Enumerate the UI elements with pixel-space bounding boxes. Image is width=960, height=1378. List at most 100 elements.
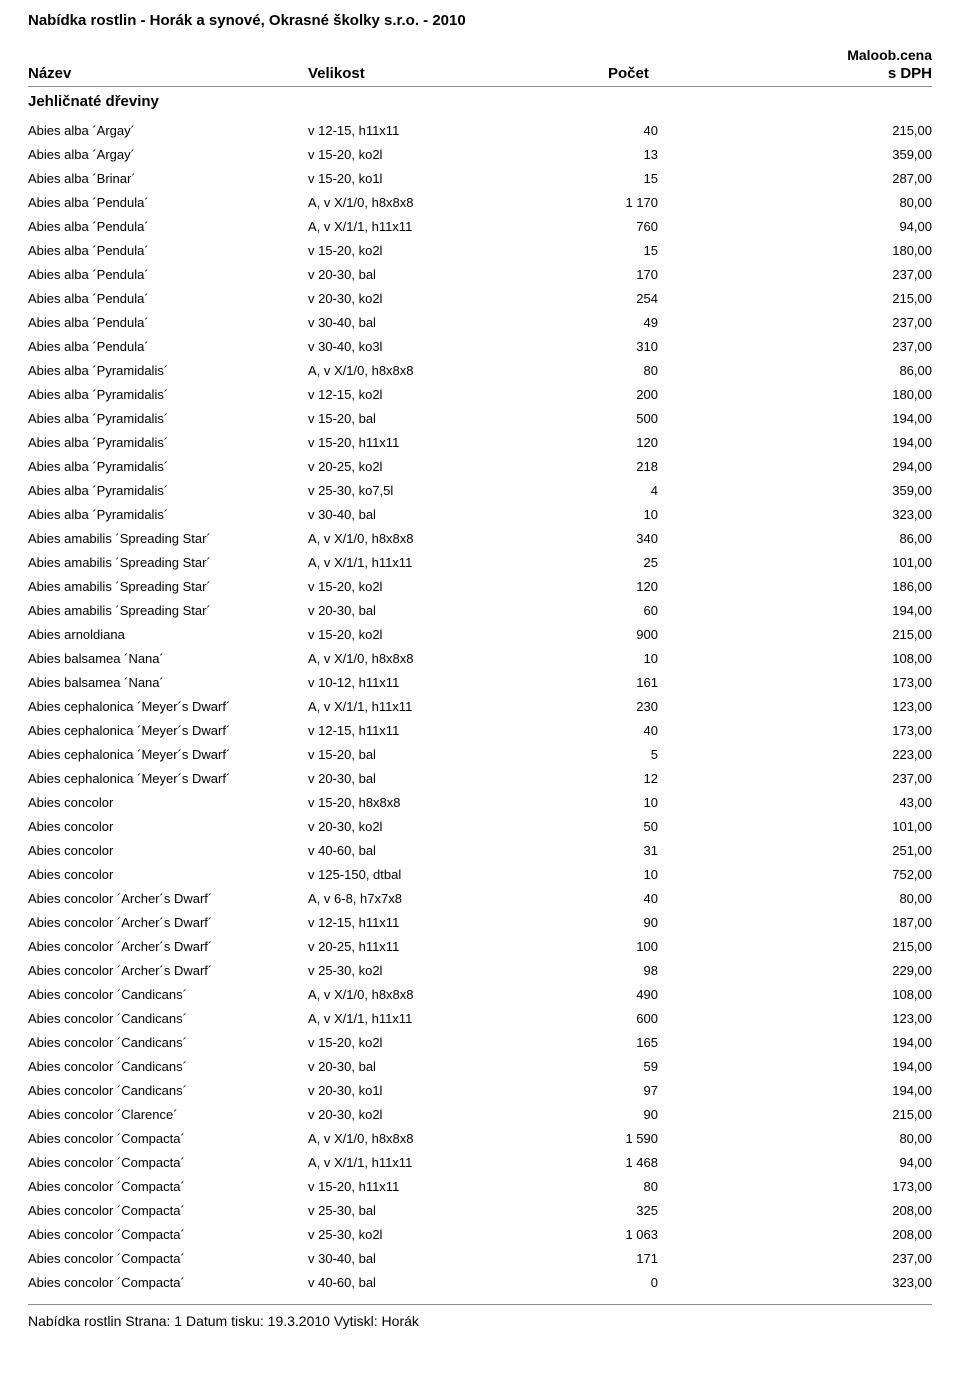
cell-name: Abies concolor ´Compacta´ bbox=[28, 1155, 308, 1170]
cell-size: v 20-30, ko2l bbox=[308, 819, 568, 834]
cell-size: v 15-20, h11x11 bbox=[308, 1179, 568, 1194]
price-group-label: Maloob.cena bbox=[28, 47, 932, 63]
cell-size: v 15-20, bal bbox=[308, 747, 568, 762]
cell-price: 215,00 bbox=[688, 627, 932, 642]
cell-price: 86,00 bbox=[688, 363, 932, 378]
cell-name: Abies cephalonica ´Meyer´s Dwarf´ bbox=[28, 699, 308, 714]
cell-size: v 25-30, ko2l bbox=[308, 1227, 568, 1242]
cell-name: Abies alba ´Pendula´ bbox=[28, 195, 308, 210]
cell-size: v 15-20, ko2l bbox=[308, 579, 568, 594]
cell-name: Abies cephalonica ´Meyer´s Dwarf´ bbox=[28, 747, 308, 762]
cell-price: 287,00 bbox=[688, 171, 932, 186]
cell-count: 5 bbox=[568, 747, 688, 762]
cell-size: v 20-30, ko1l bbox=[308, 1083, 568, 1098]
cell-count: 40 bbox=[568, 123, 688, 138]
cell-price: 237,00 bbox=[688, 315, 932, 330]
table-row: Abies concolorv 125-150, dtbal10752,00 bbox=[28, 862, 932, 886]
table-row: Abies cephalonica ´Meyer´s Dwarf´v 12-15… bbox=[28, 718, 932, 742]
cell-count: 0 bbox=[568, 1275, 688, 1290]
table-row: Abies concolor ´Compacta´v 40-60, bal032… bbox=[28, 1270, 932, 1294]
cell-name: Abies concolor ´Compacta´ bbox=[28, 1227, 308, 1242]
cell-price: 80,00 bbox=[688, 1131, 932, 1146]
cell-count: 600 bbox=[568, 1011, 688, 1026]
cell-count: 161 bbox=[568, 675, 688, 690]
cell-count: 254 bbox=[568, 291, 688, 306]
cell-price: 359,00 bbox=[688, 147, 932, 162]
table-row: Abies concolor ´Archer´s Dwarf´v 25-30, … bbox=[28, 958, 932, 982]
column-headers: Název Velikost Počet s DPH bbox=[28, 65, 932, 87]
col-header-count: Počet bbox=[608, 65, 758, 82]
cell-name: Abies concolor ´Candicans´ bbox=[28, 1083, 308, 1098]
cell-name: Abies concolor ´Candicans´ bbox=[28, 1059, 308, 1074]
cell-price: 359,00 bbox=[688, 483, 932, 498]
cell-name: Abies alba ´Argay´ bbox=[28, 147, 308, 162]
cell-price: 229,00 bbox=[688, 963, 932, 978]
cell-name: Abies concolor ´Compacta´ bbox=[28, 1251, 308, 1266]
cell-name: Abies alba ´Pendula´ bbox=[28, 219, 308, 234]
cell-price: 237,00 bbox=[688, 339, 932, 354]
table-row: Abies alba ´Pyramidalis´A, v X/1/0, h8x8… bbox=[28, 358, 932, 382]
cell-count: 310 bbox=[568, 339, 688, 354]
cell-count: 120 bbox=[568, 435, 688, 450]
cell-count: 170 bbox=[568, 267, 688, 282]
table-row: Abies alba ´Pendula´A, v X/1/1, h11x1176… bbox=[28, 214, 932, 238]
cell-name: Abies amabilis ´Spreading Star´ bbox=[28, 531, 308, 546]
cell-name: Abies amabilis ´Spreading Star´ bbox=[28, 603, 308, 618]
cell-name: Abies concolor ´Archer´s Dwarf´ bbox=[28, 963, 308, 978]
cell-size: A, v X/1/1, h11x11 bbox=[308, 555, 568, 570]
cell-size: v 20-30, bal bbox=[308, 603, 568, 618]
cell-price: 294,00 bbox=[688, 459, 932, 474]
cell-price: 43,00 bbox=[688, 795, 932, 810]
cell-name: Abies alba ´Pendula´ bbox=[28, 291, 308, 306]
cell-size: v 20-25, h11x11 bbox=[308, 939, 568, 954]
cell-price: 237,00 bbox=[688, 267, 932, 282]
cell-size: v 15-20, h8x8x8 bbox=[308, 795, 568, 810]
cell-count: 10 bbox=[568, 507, 688, 522]
cell-size: v 12-15, ko2l bbox=[308, 387, 568, 402]
table-row: Abies concolor ´Compacta´A, v X/1/0, h8x… bbox=[28, 1126, 932, 1150]
cell-count: 1 590 bbox=[568, 1131, 688, 1146]
cell-name: Abies amabilis ´Spreading Star´ bbox=[28, 555, 308, 570]
cell-count: 31 bbox=[568, 843, 688, 858]
cell-price: 86,00 bbox=[688, 531, 932, 546]
cell-size: v 20-30, bal bbox=[308, 1059, 568, 1074]
cell-size: v 20-30, ko2l bbox=[308, 1107, 568, 1122]
cell-size: A, v 6-8, h7x7x8 bbox=[308, 891, 568, 906]
cell-name: Abies alba ´Pendula´ bbox=[28, 267, 308, 282]
cell-price: 80,00 bbox=[688, 891, 932, 906]
cell-price: 173,00 bbox=[688, 1179, 932, 1194]
table-row: Abies alba ´Pyramidalis´v 15-20, bal5001… bbox=[28, 406, 932, 430]
cell-count: 200 bbox=[568, 387, 688, 402]
cell-count: 165 bbox=[568, 1035, 688, 1050]
table-row: Abies balsamea ´Nana´v 10-12, h11x111611… bbox=[28, 670, 932, 694]
cell-count: 340 bbox=[568, 531, 688, 546]
cell-size: v 25-30, ko2l bbox=[308, 963, 568, 978]
cell-name: Abies alba ´Pyramidalis´ bbox=[28, 507, 308, 522]
table-row: Abies amabilis ´Spreading Star´v 20-30, … bbox=[28, 598, 932, 622]
cell-size: A, v X/1/0, h8x8x8 bbox=[308, 531, 568, 546]
cell-price: 237,00 bbox=[688, 771, 932, 786]
col-header-name: Název bbox=[28, 65, 308, 82]
cell-count: 4 bbox=[568, 483, 688, 498]
cell-name: Abies concolor bbox=[28, 819, 308, 834]
cell-price: 194,00 bbox=[688, 603, 932, 618]
cell-price: 180,00 bbox=[688, 243, 932, 258]
cell-name: Abies alba ´Pyramidalis´ bbox=[28, 411, 308, 426]
table-row: Abies concolor ´Candicans´v 20-30, ko1l9… bbox=[28, 1078, 932, 1102]
cell-name: Abies concolor ´Archer´s Dwarf´ bbox=[28, 891, 308, 906]
table-row: Abies concolorv 20-30, ko2l50101,00 bbox=[28, 814, 932, 838]
cell-name: Abies concolor ´Archer´s Dwarf´ bbox=[28, 915, 308, 930]
cell-size: v 25-30, ko7,5l bbox=[308, 483, 568, 498]
cell-price: 208,00 bbox=[688, 1203, 932, 1218]
cell-price: 194,00 bbox=[688, 1059, 932, 1074]
cell-name: Abies concolor bbox=[28, 867, 308, 882]
cell-price: 80,00 bbox=[688, 195, 932, 210]
cell-name: Abies concolor ´Candicans´ bbox=[28, 1035, 308, 1050]
cell-price: 208,00 bbox=[688, 1227, 932, 1242]
cell-size: v 15-20, ko2l bbox=[308, 243, 568, 258]
document-title: Nabídka rostlin - Horák a synové, Okrasn… bbox=[28, 12, 932, 29]
cell-size: v 40-60, bal bbox=[308, 1275, 568, 1290]
cell-name: Abies concolor ´Compacta´ bbox=[28, 1179, 308, 1194]
table-row: Abies alba ´Pendula´v 30-40, bal49237,00 bbox=[28, 310, 932, 334]
cell-name: Abies balsamea ´Nana´ bbox=[28, 651, 308, 666]
